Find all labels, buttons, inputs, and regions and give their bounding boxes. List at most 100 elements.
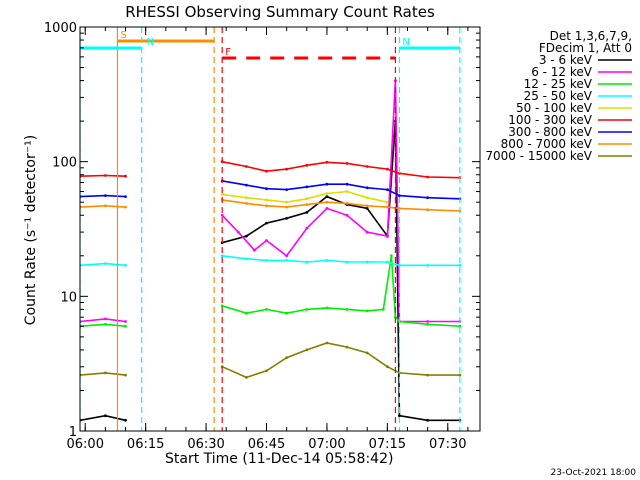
x-tick-label: 07:30 [429,437,466,452]
data-point [386,188,389,192]
data-point [365,207,369,210]
data-point [345,190,349,193]
data-point [285,167,288,171]
legend-label: 6 - 12 keV [531,65,593,79]
data-point [220,304,224,308]
legend-label: 50 - 100 keV [516,101,593,115]
x-tick-label: 06:00 [67,437,104,452]
y-tick-label: 100 [52,156,77,171]
series-line [80,174,126,177]
x-tick-label: 06:15 [127,437,164,452]
data-point [245,257,248,261]
series-line [221,80,460,323]
series-line [221,342,460,379]
x-axis: 06:00 06:15 06:30 06:45 07:00 07:15 07:30 [67,27,469,452]
data-point [325,306,329,310]
flag-n: N [398,27,461,431]
data-point [325,192,329,195]
flag-annotations: S N N F [80,27,461,431]
data-point [398,171,401,175]
data-point [325,341,329,345]
data-point [245,234,248,238]
series-line [222,199,460,212]
data-point [365,260,369,264]
data-point [365,165,369,168]
data-point [426,418,429,422]
data-point [345,213,349,217]
data-point [305,203,309,207]
data-point [345,260,349,264]
data-point [265,239,268,242]
flag-n: N [80,27,154,431]
data-point [245,165,248,168]
data-point [426,322,429,326]
data-point [325,259,329,262]
data-point [390,254,393,258]
data-point [398,414,401,418]
data-point [305,211,309,214]
data-point [124,373,127,377]
data-point [345,182,349,186]
data-point [345,202,349,205]
data-point [345,162,349,165]
data-point [386,260,389,264]
legend: Det 1,3,6,7,9, FDecim 1, Att 0 3 - 6 keV… [485,29,632,163]
data-point [365,309,369,313]
data-point [365,351,369,355]
data-point [245,183,248,187]
series-line [80,194,126,198]
data-point [236,230,240,234]
series-50-100-kev [220,190,389,204]
data-point [386,200,389,204]
series-7000-15000-kev [80,341,462,379]
data-point [305,197,309,201]
data-point [124,174,127,178]
data-point [220,254,224,258]
flag-s: S [116,27,215,431]
data-point [285,188,288,192]
data-point [365,186,369,190]
data-point [245,376,248,379]
y-axis-label: Count Rate (s⁻¹ detector⁻¹) [23,135,39,325]
data-point [104,262,107,265]
data-point [398,263,401,267]
series-line [222,255,460,267]
data-point [285,200,288,204]
data-point [365,196,369,200]
data-point [426,175,429,179]
data-point [398,194,401,198]
data-point [426,208,429,212]
data-point [325,182,329,186]
data-point [305,308,309,311]
legend-label: 12 - 25 keV [524,77,593,91]
data-point [265,259,268,262]
data-point [325,207,329,210]
data-point [386,234,389,238]
legend-label: 300 - 800 keV [508,125,592,139]
data-point [285,356,288,360]
data-point [265,308,268,311]
data-point [124,195,127,199]
data-point [124,205,127,209]
data-point [426,196,429,200]
data-point [220,193,224,196]
y-tick-label: 1 [69,425,77,440]
plot-frame [79,26,481,432]
data-point [265,204,268,208]
legend-label: 3 - 6 keV [539,53,593,67]
data-point [104,174,107,177]
legend-label: 7000 - 15000 keV [485,149,592,163]
data-point [426,320,429,323]
data-point [124,263,127,267]
data-point [458,373,462,377]
legend-label: 25 - 50 keV [524,89,593,103]
series-6-12-kev [80,79,462,323]
x-tick-label: 07:00 [308,437,345,452]
data-point [245,202,248,205]
legend-label: 800 - 7000 keV [501,137,593,151]
data-point [305,260,309,264]
chart-title: RHESSI Observing Summary Count Rates [125,3,435,21]
data-point [285,216,288,220]
legend-header-fdecim: FDecim 1, Att 0 [539,41,632,55]
